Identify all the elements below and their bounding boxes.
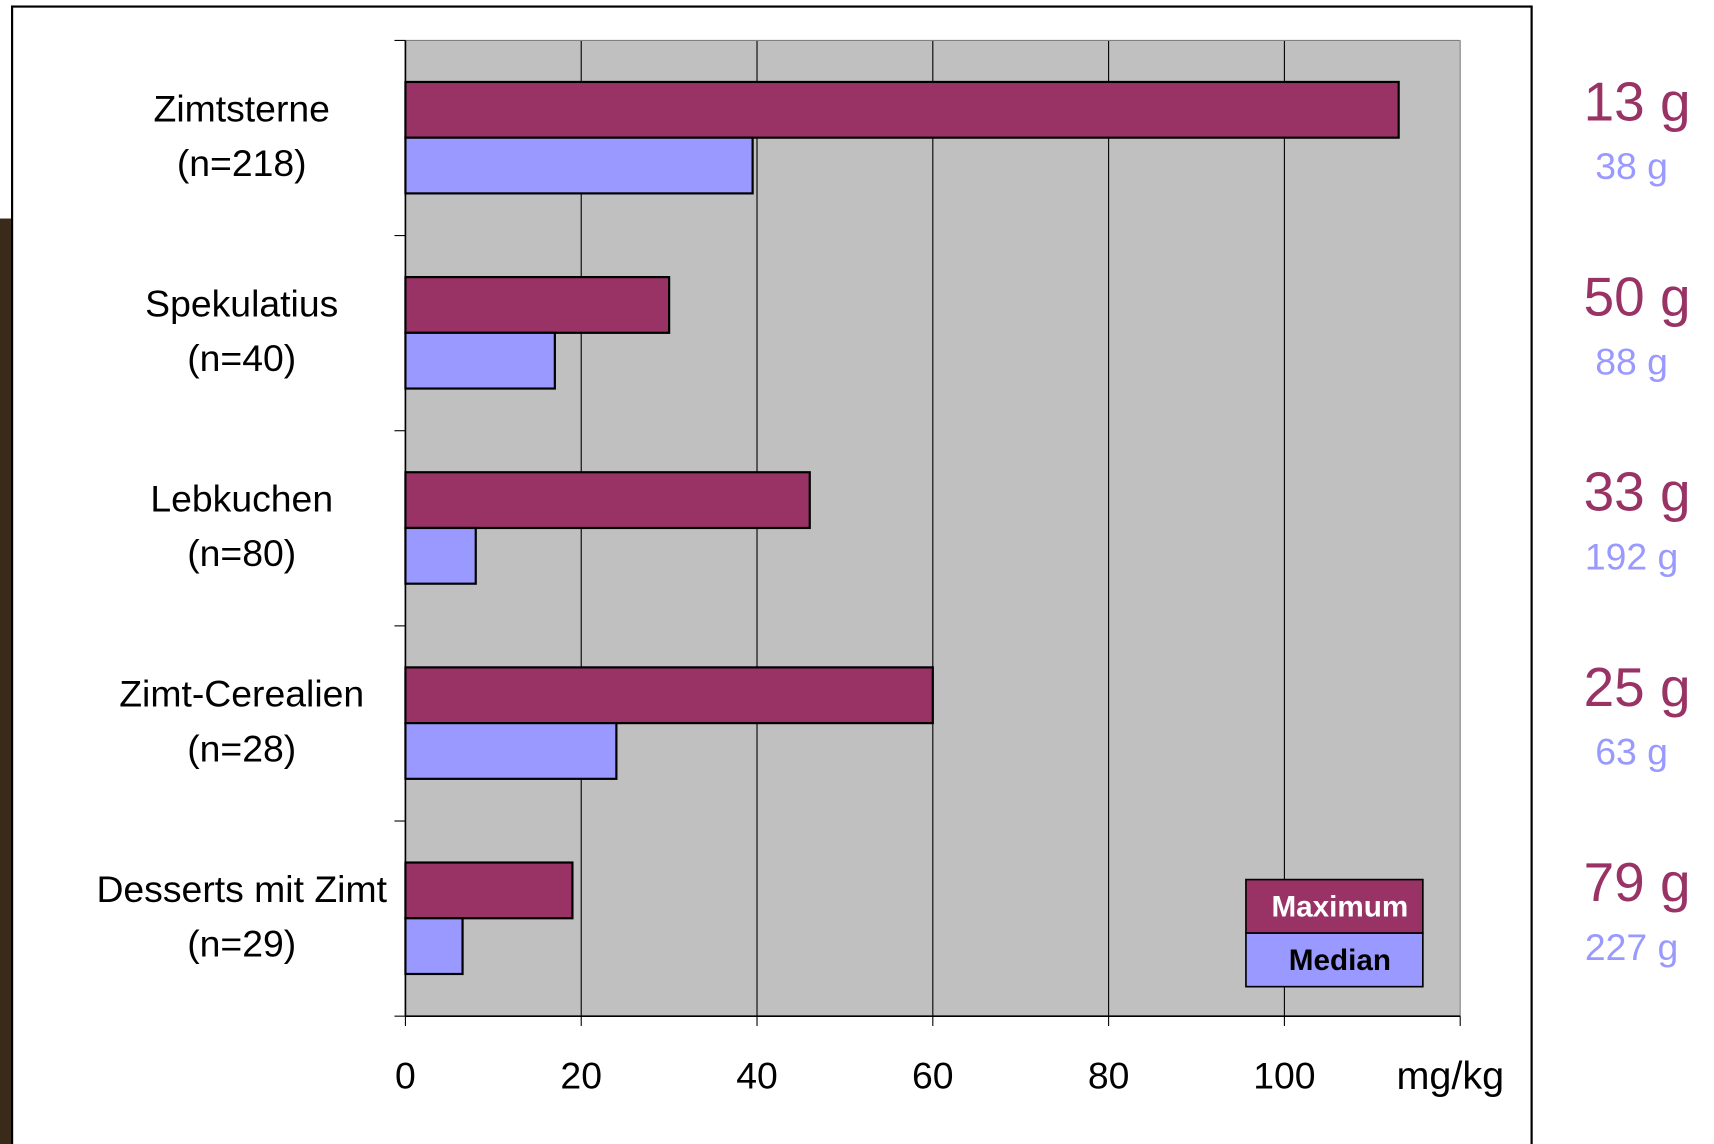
x-tick-label: 20	[560, 1054, 602, 1096]
x-tick-label: 60	[912, 1054, 954, 1096]
category-label: Spekulatius	[145, 283, 338, 325]
bar	[404, 722, 618, 780]
bar	[404, 666, 934, 725]
bar	[404, 471, 811, 530]
legend-swatch	[1245, 932, 1424, 988]
category-label: Zimtsterne	[154, 87, 330, 129]
side-label: 25 g	[1584, 656, 1691, 718]
sample-size-label: (n=28)	[187, 727, 296, 769]
bar	[404, 331, 556, 390]
x-tick-label: 80	[1088, 1054, 1130, 1096]
side-label: 33 g	[1584, 461, 1691, 523]
bar	[404, 276, 671, 334]
category-label: Zimt-Cerealien	[119, 673, 364, 715]
legend-label: Median	[1289, 944, 1391, 977]
x-tick-label: 0	[395, 1054, 416, 1096]
bar	[404, 136, 754, 195]
sample-size-label: (n=40)	[187, 337, 296, 379]
category-label: Desserts mit Zimt	[96, 868, 387, 910]
x-tick-label: 40	[736, 1054, 778, 1096]
side-label: 13 g	[1584, 71, 1691, 133]
bar	[404, 861, 574, 920]
x-axis-label: mg/kg	[1396, 1054, 1504, 1098]
side-label: 63 g	[1595, 731, 1668, 773]
side-label: 192 g	[1585, 536, 1678, 578]
sample-size-label: (n=80)	[187, 532, 296, 574]
side-label: 227 g	[1585, 926, 1678, 968]
sample-size-label: (n=218)	[177, 142, 307, 184]
side-label: 38 g	[1595, 145, 1668, 187]
bar	[404, 80, 1400, 139]
x-tick-label: 100	[1253, 1054, 1315, 1096]
legend-label: Maximum	[1271, 890, 1408, 923]
side-label: 50 g	[1584, 266, 1691, 328]
side-label: 79 g	[1584, 851, 1691, 913]
chart-body: 0 20 40 60 80 100 mg/kg Zimtsterne (n=218) 13 g 38…	[96, 39, 1691, 1098]
bar	[404, 526, 477, 585]
sample-size-label: (n=29)	[187, 923, 296, 965]
side-label: 88 g	[1595, 340, 1668, 382]
bar	[404, 917, 464, 976]
category-label: Lebkuchen	[150, 478, 333, 520]
side-strip	[0, 218, 11, 1144]
legend-swatch	[1245, 878, 1424, 934]
